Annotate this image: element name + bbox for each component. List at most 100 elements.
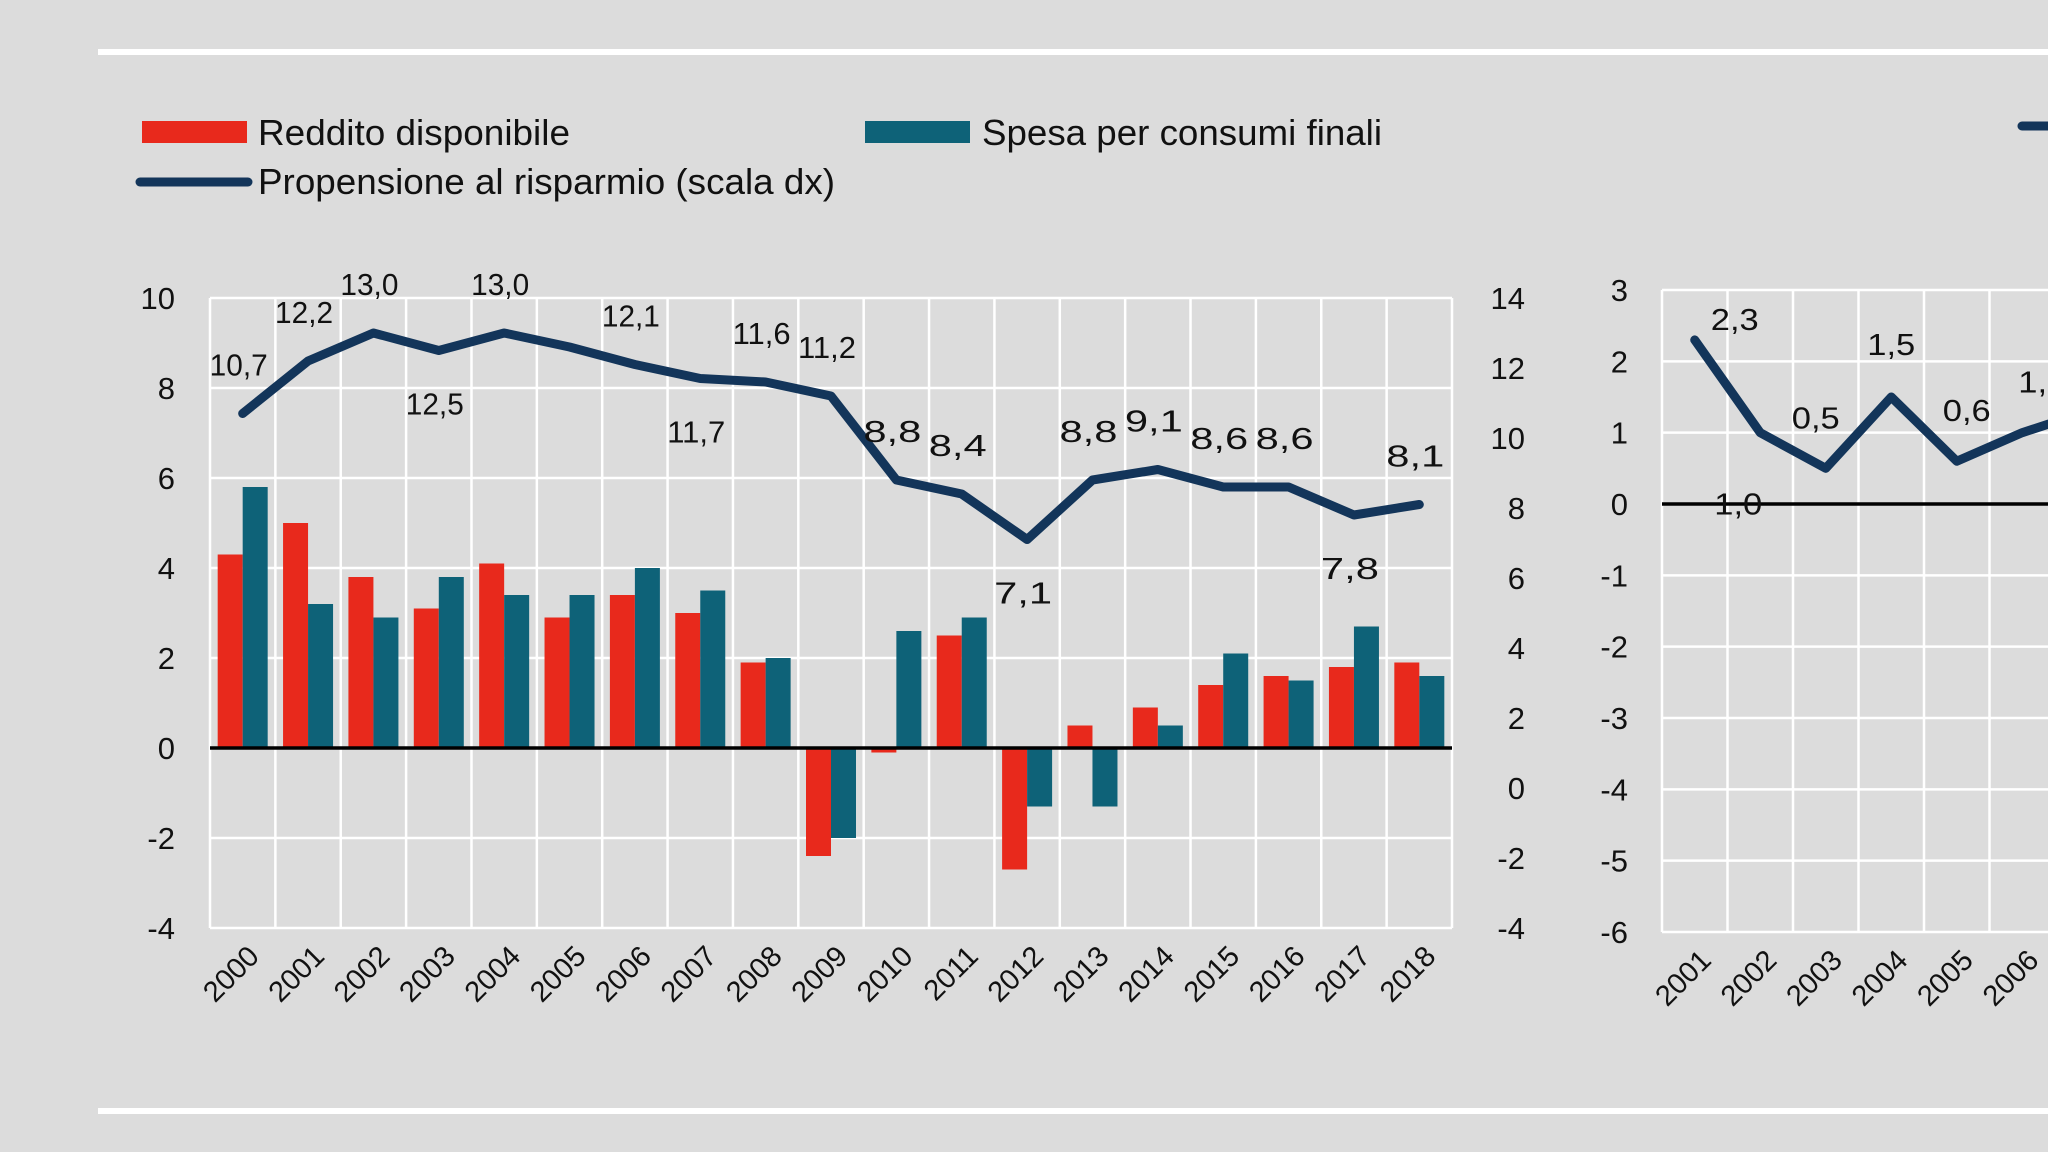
y-tick: 0 bbox=[1611, 487, 1628, 522]
bar-reddito-disponibile bbox=[1067, 725, 1093, 748]
y-tick: 3 bbox=[1611, 273, 1628, 308]
data-label: 0,5 bbox=[1792, 400, 1840, 435]
legend-label-propensione: Propensione al risparmio (scala dx) bbox=[258, 161, 835, 202]
bar-reddito-disponibile bbox=[217, 554, 243, 748]
y-tick-right: 10 bbox=[1491, 421, 1525, 456]
bar-spesa-consumi bbox=[1157, 725, 1183, 748]
right-chart-y-axis-ticks: 3 2 1 0 -1 -2 -3 -4 -5 -6 bbox=[1600, 273, 1628, 950]
bar-reddito-disponibile bbox=[806, 748, 831, 856]
bar-spesa-consumi bbox=[569, 595, 595, 748]
y-tick-right: -4 bbox=[1497, 911, 1525, 946]
y-tick-left: -4 bbox=[147, 911, 175, 946]
data-label: 11,2 bbox=[798, 330, 856, 365]
data-label: 12,2 bbox=[275, 295, 333, 330]
bar-spesa-consumi bbox=[634, 568, 660, 748]
line-propensione-risparmio bbox=[238, 328, 1424, 544]
data-label: 7,1 bbox=[994, 576, 1052, 611]
bar-spesa-consumi bbox=[438, 577, 464, 748]
data-label: 11,7 bbox=[667, 415, 725, 450]
bar-reddito-disponibile bbox=[283, 523, 309, 748]
bar-reddito-disponibile bbox=[348, 577, 374, 748]
bar-spesa-consumi bbox=[373, 617, 399, 748]
bar-reddito-disponibile bbox=[740, 662, 766, 748]
legend-swatch-spesa bbox=[865, 121, 970, 143]
bar-spesa-consumi bbox=[308, 604, 334, 748]
data-label: 10,7 bbox=[210, 348, 268, 383]
left-chart-right-axis-ticks: 14 12 10 8 6 4 2 0 -2 -4 bbox=[1491, 281, 1525, 946]
data-label: 8,6 bbox=[1256, 421, 1314, 456]
data-label: 13,0 bbox=[340, 267, 398, 302]
bar-spesa-consumi bbox=[1353, 626, 1379, 748]
y-tick-left: 2 bbox=[158, 641, 175, 676]
data-label: 8,8 bbox=[1059, 414, 1117, 449]
y-tick-right: 8 bbox=[1508, 491, 1525, 526]
right-chart-data-labels: 2,3 1,0 0,5 1,5 0,6 1,0 bbox=[1711, 302, 2048, 522]
data-label: 1,5 bbox=[1867, 327, 1915, 362]
bar-reddito-disponibile bbox=[544, 617, 570, 748]
y-tick-left: 6 bbox=[158, 461, 175, 496]
data-label: 9,1 bbox=[1125, 404, 1183, 439]
y-tick: -1 bbox=[1600, 558, 1628, 593]
data-label: 1,0 bbox=[2018, 365, 2048, 400]
data-label: 8,1 bbox=[1386, 439, 1444, 474]
y-tick-right: 2 bbox=[1508, 701, 1525, 736]
bar-spesa-consumi bbox=[1419, 676, 1445, 748]
data-label: 8,4 bbox=[929, 428, 987, 463]
bar-reddito-disponibile bbox=[675, 613, 701, 748]
bar-spesa-consumi bbox=[504, 595, 530, 748]
legend-label-spesa: Spesa per consumi finali bbox=[982, 112, 1382, 153]
bar-reddito-disponibile bbox=[871, 748, 897, 753]
y-tick-right: 0 bbox=[1508, 771, 1525, 806]
y-tick: -5 bbox=[1600, 844, 1628, 879]
data-label: 13,0 bbox=[471, 267, 529, 302]
bar-reddito-disponibile bbox=[1132, 707, 1158, 748]
y-tick: -2 bbox=[1600, 630, 1628, 665]
bar-spesa-consumi bbox=[765, 658, 791, 748]
y-tick-left: 0 bbox=[158, 731, 175, 766]
y-tick-right: 6 bbox=[1508, 561, 1525, 596]
y-tick: -6 bbox=[1600, 915, 1628, 950]
bar-spesa-consumi bbox=[1092, 748, 1118, 807]
y-tick-right: 14 bbox=[1491, 281, 1525, 316]
bar-spesa-consumi bbox=[242, 487, 268, 748]
bar-spesa-consumi bbox=[831, 748, 856, 838]
data-label: 12,5 bbox=[406, 387, 464, 422]
bar-spesa-consumi bbox=[700, 590, 726, 748]
line-right-chart bbox=[1690, 335, 2048, 473]
data-label: 8,6 bbox=[1190, 421, 1248, 456]
legend: Reddito disponibile Spesa per consumi fi… bbox=[135, 112, 2048, 202]
y-tick: -4 bbox=[1600, 772, 1628, 807]
bar-reddito-disponibile bbox=[1002, 748, 1028, 870]
data-label: 11,6 bbox=[733, 316, 791, 351]
bar-reddito-disponibile bbox=[413, 608, 439, 748]
left-chart-line bbox=[238, 328, 1424, 544]
data-label: 1,0 bbox=[1714, 487, 1762, 522]
legend-swatch-reddito bbox=[142, 121, 247, 143]
bar-reddito-disponibile bbox=[936, 635, 962, 748]
bar-reddito-disponibile bbox=[479, 563, 505, 748]
bar-spesa-consumi bbox=[1288, 680, 1314, 748]
bar-spesa-consumi bbox=[1027, 748, 1053, 807]
y-tick: 2 bbox=[1611, 344, 1628, 379]
bar-reddito-disponibile bbox=[1328, 667, 1354, 748]
y-tick-right: 12 bbox=[1491, 351, 1525, 386]
y-tick-right: -2 bbox=[1497, 841, 1525, 876]
left-chart-gridlines bbox=[208, 296, 1454, 930]
y-tick-left: -2 bbox=[147, 821, 175, 856]
left-chart-bars bbox=[217, 487, 1445, 870]
legend-label-reddito: Reddito disponibile bbox=[258, 112, 570, 153]
left-chart-data-labels: 10,712,213,012,513,012,111,711,6 11,28,8 8… bbox=[210, 267, 1445, 611]
bar-spesa-consumi bbox=[1223, 653, 1249, 748]
data-label: 0,6 bbox=[1943, 393, 1991, 428]
y-tick: 1 bbox=[1611, 416, 1628, 451]
y-tick-left: 8 bbox=[158, 371, 175, 406]
left-chart: 10,712,213,012,513,012,111,711,6 11,28,8 8… bbox=[141, 267, 1525, 1009]
data-label: 12,1 bbox=[602, 299, 660, 334]
bar-reddito-disponibile bbox=[1394, 662, 1420, 748]
y-tick: -3 bbox=[1600, 701, 1628, 736]
y-tick-left: 10 bbox=[141, 281, 175, 316]
data-label: 2,3 bbox=[1711, 302, 1759, 337]
bar-spesa-consumi bbox=[961, 617, 987, 748]
right-chart-line bbox=[1690, 335, 2048, 473]
